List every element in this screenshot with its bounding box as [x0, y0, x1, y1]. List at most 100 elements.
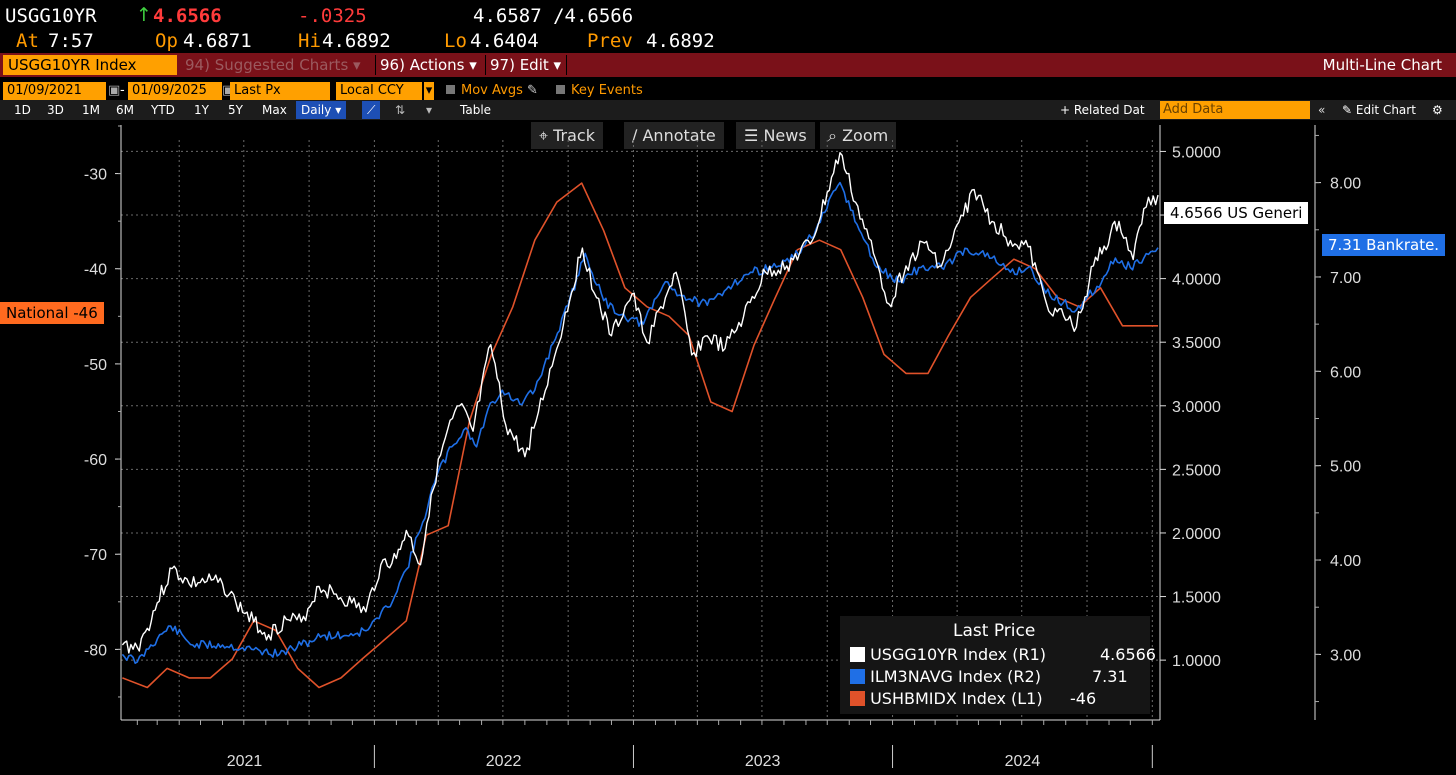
at-value: 7:57	[48, 30, 94, 52]
track-tool[interactable]: ⌖ Track	[531, 122, 603, 149]
range-ytd[interactable]: YTD	[151, 103, 175, 117]
left-tick-label: -30	[84, 167, 107, 184]
usgg-last-tag: 4.6566 US Generi	[1164, 202, 1309, 224]
range-6m[interactable]: 6M	[116, 103, 134, 117]
legend-swatch	[850, 647, 865, 662]
legend-row: USGG10YR Index (R1)	[850, 645, 1046, 664]
date-dash: -	[120, 83, 125, 98]
chart-style-icon[interactable]: ⇅	[395, 103, 406, 117]
r2-tick-label: 6.00	[1330, 364, 1361, 381]
suggested-charts-menu[interactable]: 94) Suggested Charts ▾	[185, 54, 361, 76]
last-price: 4.6566	[153, 5, 222, 27]
caret-down-icon: ▾	[553, 56, 562, 74]
legend-series-name: USHBMIDX Index (L1)	[870, 689, 1043, 708]
x-tick-label: 2024	[1005, 753, 1041, 770]
r1-tick-label: 5.0000	[1172, 144, 1221, 161]
r2-tick-label: 4.00	[1330, 553, 1361, 570]
table-button[interactable]: Table	[460, 103, 492, 117]
legend-row: ILM3NAVG Index (R2)	[850, 667, 1041, 686]
related-data-button[interactable]: + Related Dat	[1060, 103, 1145, 117]
gear-icon[interactable]: ⚙	[1432, 103, 1443, 117]
at-label: At	[16, 30, 39, 52]
mov-avgs-toggle[interactable]: Mov Avgs ✎	[446, 82, 538, 100]
currency-select[interactable]: Local CCY	[336, 82, 422, 100]
edit-chart-button[interactable]: ✎ Edit Chart	[1342, 101, 1416, 119]
r1-tick-label: 2.5000	[1172, 462, 1221, 479]
security-field[interactable]: USGG10YR Index	[3, 55, 177, 75]
legend-value: -46	[1070, 689, 1097, 708]
range-3d[interactable]: 3D	[47, 103, 64, 117]
r2-tick-label: 7.00	[1330, 270, 1361, 287]
low-label: Lo	[444, 30, 467, 52]
x-tick-label: 2022	[486, 753, 522, 770]
range-1m[interactable]: 1M	[82, 103, 100, 117]
series-line-ushbmidx-index	[122, 182, 1158, 689]
checkbox-icon	[446, 85, 455, 94]
key-events-toggle[interactable]: Key Events	[556, 82, 643, 100]
high-label: Hi	[298, 30, 321, 52]
frequency-select[interactable]: Daily ▾	[296, 101, 347, 119]
bankrate-last-tag: 7.31 Bankrate.	[1322, 234, 1446, 256]
range-1y[interactable]: 1Y	[194, 103, 209, 117]
r1-tick-label: 2.0000	[1172, 526, 1221, 543]
r1-tick-label: 3.5000	[1172, 335, 1221, 352]
prev-value: 4.6892	[646, 30, 715, 52]
price-field-select[interactable]: Last Px	[230, 82, 330, 100]
legend-swatch	[850, 691, 865, 706]
range-1d[interactable]: 1D	[14, 103, 31, 117]
range-5y[interactable]: 5Y	[228, 103, 243, 117]
pencil-icon: ✎	[1342, 103, 1353, 117]
edit-chart-label: Edit Chart	[1355, 103, 1416, 117]
up-arrow-icon: ↑	[136, 4, 152, 26]
ticker: USGG10YR	[5, 5, 97, 27]
national-last-tag: National -46	[0, 302, 104, 324]
edit-label: 97) Edit	[490, 56, 549, 74]
magnifier-icon: ⌕	[828, 126, 837, 145]
collapse-icon[interactable]: «	[1318, 103, 1326, 117]
edit-menu[interactable]: 97) Edit ▾	[490, 54, 561, 76]
actions-label: 96) Actions	[380, 56, 465, 74]
zoom-label: Zoom	[842, 126, 889, 145]
series-line-usgg10yr-index	[121, 152, 1159, 654]
pen-icon: ∕	[632, 126, 638, 145]
x-tick-label: 2023	[745, 753, 781, 770]
divider	[375, 55, 376, 75]
open-label: Op	[155, 30, 178, 52]
calendar-icon[interactable]: ▣	[108, 83, 121, 98]
chevron-down-icon[interactable]: ▾	[426, 103, 433, 117]
legend-series-name: ILM3NAVG Index (R2)	[870, 667, 1041, 686]
pencil-icon[interactable]: ✎	[527, 83, 538, 98]
r2-tick-label: 8.00	[1330, 176, 1361, 193]
legend-row: USHBMIDX Index (L1)	[850, 689, 1043, 708]
start-date-field[interactable]: 01/09/2021	[3, 82, 106, 100]
currency-dropdown-icon[interactable]: ▾	[424, 82, 434, 100]
title-bar	[0, 53, 1456, 77]
r1-tick-label: 1.5000	[1172, 590, 1221, 607]
annotate-tool[interactable]: ∕ Annotate	[624, 122, 724, 149]
zoom-tool[interactable]: ⌕ Zoom	[820, 122, 897, 149]
series-line-ilm3navg-index	[121, 181, 1159, 664]
legend: Last Price USGG10YR Index (R1) 4.6566 IL…	[840, 616, 1156, 714]
frequency-label: Daily	[301, 103, 332, 117]
end-date-field[interactable]: 01/09/2025	[128, 82, 222, 100]
r1-tick-label: 4.0000	[1172, 272, 1221, 289]
suggested-charts-label: 94) Suggested Charts	[185, 56, 349, 74]
line-chart-icon[interactable]: ⟋	[362, 101, 381, 119]
add-data-input[interactable]: Add Data	[1160, 101, 1310, 119]
x-tick-label: 2021	[227, 753, 263, 770]
r2-tick-label: 5.00	[1330, 459, 1361, 476]
range-max[interactable]: Max	[262, 103, 287, 117]
divider	[485, 55, 486, 75]
open-value: 4.6871	[183, 30, 252, 52]
crosshair-icon: ⌖	[539, 126, 549, 145]
legend-value: 4.6566	[1100, 645, 1156, 664]
divider	[566, 55, 567, 75]
low-value: 4.6404	[470, 30, 539, 52]
track-label: Track	[553, 126, 595, 145]
news-tool[interactable]: ☰ News	[736, 122, 815, 149]
r1-tick-label: 1.0000	[1172, 653, 1221, 670]
actions-menu[interactable]: 96) Actions ▾	[380, 54, 477, 76]
prev-label: Prev	[587, 30, 633, 52]
legend-value: 7.31	[1092, 667, 1128, 686]
